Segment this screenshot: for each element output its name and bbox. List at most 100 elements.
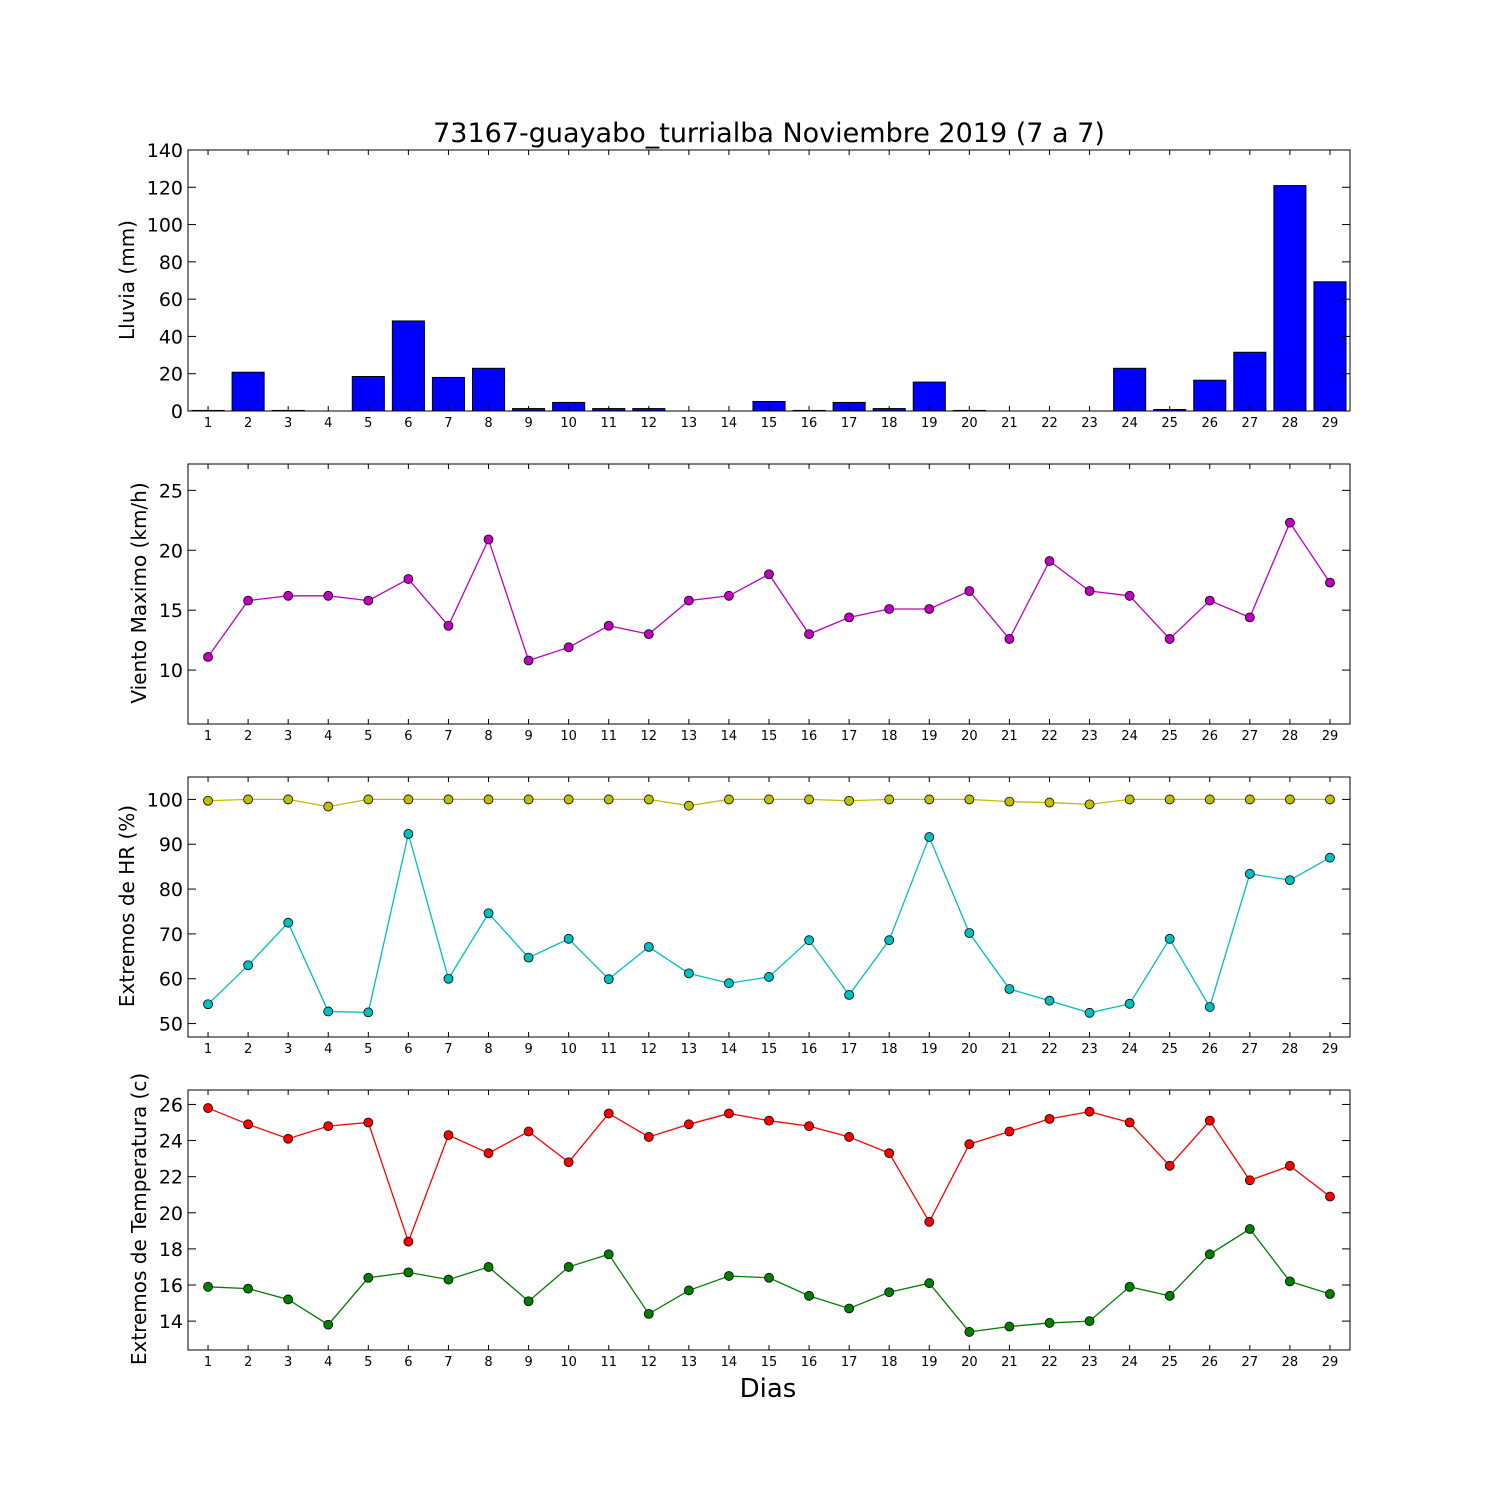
temperature-series-0-point	[443, 1130, 454, 1141]
rainfall-bar	[471, 367, 506, 412]
temperature-series-1-point	[483, 1262, 494, 1272]
rainfall-x-tick-label: 28	[1282, 416, 1299, 431]
humidity-x-tick-label: 20	[961, 1042, 978, 1057]
wind-series-0-point	[1244, 612, 1255, 623]
temperature-x-tick-label: 29	[1322, 1355, 1339, 1370]
temperature-x-tick-label: 2	[244, 1355, 252, 1370]
humidity-x-tick-label: 15	[761, 1042, 778, 1057]
wind-series-0-point	[523, 655, 534, 666]
temperature-y-tick-label: 16	[159, 1275, 183, 1297]
temperature-series-1-point	[764, 1272, 774, 1283]
temperature-extremes-panel: 1 2 3 4 5 6 7 8 9 10 11 12 13 14 15 16 17 18 19 20 21 22 23 24 2…	[159, 1089, 1351, 1370]
rainfall-x-tick-label: 17	[841, 416, 858, 431]
humidity-series-0-point	[323, 801, 334, 812]
humidity-series-0-point	[724, 794, 734, 805]
temperature-series-1-point	[1124, 1281, 1135, 1292]
humidity-series-0-point	[1004, 796, 1015, 807]
wind-x-tick-label: 3	[284, 729, 292, 744]
humidity-series-0-point	[243, 794, 254, 805]
temperature-y-tick-label: 26	[159, 1094, 183, 1116]
temperature-series-0-point	[724, 1108, 734, 1119]
rainfall-x-tick-label: 12	[641, 416, 658, 431]
temperature-series-1-point	[924, 1278, 935, 1289]
humidity-series-0-point	[964, 794, 975, 805]
x-axis-label: Dias	[740, 1374, 797, 1404]
rainfall-x-tick-label: 25	[1161, 416, 1178, 431]
temperature-series-0-point	[1084, 1106, 1095, 1117]
humidity-series-0-point	[1244, 794, 1255, 805]
humidity-x-tick-label: 9	[524, 1042, 532, 1057]
humidity-series-0-point	[1164, 794, 1175, 805]
rainfall-x-tick-label: 4	[324, 416, 332, 431]
rainfall-x-tick-label: 20	[961, 416, 978, 431]
temperature-series-0-point	[764, 1115, 774, 1126]
wind-series-0-point	[1004, 634, 1015, 644]
humidity-series-1-point	[443, 973, 454, 984]
rainfall-x-tick-label: 7	[444, 416, 452, 431]
temperature-series-1-point	[403, 1267, 414, 1278]
wind-series-0-point	[483, 534, 494, 545]
wind-x-tick-label: 4	[324, 729, 332, 744]
temperature-x-tick-label: 17	[841, 1355, 858, 1370]
wind-x-tick-label: 29	[1322, 729, 1339, 744]
humidity-series-0-point	[603, 794, 614, 805]
temperature-series-0-point	[603, 1108, 614, 1119]
humidity-series-0-point	[283, 794, 294, 805]
temperature-x-tick-label: 24	[1121, 1355, 1138, 1370]
wind-series-0-point	[203, 652, 213, 662]
temperature-x-tick-label: 15	[761, 1355, 778, 1370]
temperature-series-0-point	[683, 1119, 694, 1130]
humidity-series-1-point	[964, 928, 975, 938]
wind-x-tick-label: 21	[1001, 729, 1018, 744]
humidity-series-1-point	[1284, 875, 1295, 886]
temperature-x-tick-label: 25	[1161, 1355, 1178, 1370]
wind-series-0-point	[1124, 590, 1135, 601]
rainfall-panel: 1 2 3 4 5 6 7 8 9 10 11 12 13 14 15 16 17 18 19 20 21 22 23 24 2…	[147, 140, 1351, 431]
temperature-series-1-point	[323, 1319, 334, 1330]
temperature-series-1-point	[1164, 1290, 1175, 1301]
humidity-series-0-point	[884, 794, 895, 805]
temperature-x-tick-label: 26	[1201, 1355, 1218, 1370]
humidity-series-0-point	[1084, 799, 1095, 810]
temperature-x-tick-label: 6	[404, 1355, 412, 1370]
temperature-series-1-point	[563, 1262, 574, 1272]
rainfall-x-tick-label: 26	[1201, 416, 1218, 431]
temperature-series-0-point	[403, 1236, 414, 1247]
rainfall-x-tick-label: 6	[404, 416, 412, 431]
temperature-x-tick-label: 11	[600, 1355, 617, 1370]
temperature-y-tick-label: 14	[159, 1311, 183, 1333]
temperature-series-0-point	[924, 1216, 935, 1227]
rainfall-y-tick-label: 140	[147, 140, 183, 162]
wind-series-0-point	[403, 574, 414, 584]
temperature-series-1-point	[603, 1249, 614, 1260]
temperature-series-0-point	[483, 1148, 494, 1159]
rainfall-bar	[1113, 367, 1147, 412]
humidity-series-0-point	[563, 794, 574, 805]
wind-series-0-point	[283, 590, 294, 601]
temperature-series-0-point	[1004, 1126, 1015, 1137]
wind-series-0-point	[924, 604, 935, 614]
temperature-series-1-point	[643, 1308, 654, 1319]
humidity-x-tick-label: 14	[721, 1042, 738, 1057]
temperature-x-tick-label: 27	[1242, 1355, 1259, 1370]
temperature-x-tick-label: 19	[921, 1355, 938, 1370]
temperature-series-1-point	[443, 1274, 454, 1285]
temperature-series-1-point	[964, 1327, 975, 1337]
humidity-x-tick-label: 12	[641, 1042, 658, 1057]
humidity-series-1-point	[1325, 852, 1335, 863]
humidity-series-0-point	[443, 794, 454, 805]
humidity-x-tick-label: 19	[921, 1042, 938, 1057]
wind-x-tick-label: 2	[244, 729, 252, 744]
wind-x-tick-label: 17	[841, 729, 858, 744]
humidity-y-tick-label: 90	[159, 834, 183, 856]
humidity-series-0-point	[1124, 794, 1135, 805]
humidity-series-1-point	[724, 978, 734, 989]
humidity-series-0-point	[804, 794, 814, 805]
wind-x-tick-label: 13	[681, 729, 698, 744]
rainfall-bar	[391, 320, 425, 412]
wind-x-tick-label: 14	[721, 729, 738, 744]
temperature-series-0-point	[1124, 1117, 1135, 1128]
wind-x-tick-label: 19	[921, 729, 938, 744]
humidity-x-tick-label: 18	[881, 1042, 898, 1057]
